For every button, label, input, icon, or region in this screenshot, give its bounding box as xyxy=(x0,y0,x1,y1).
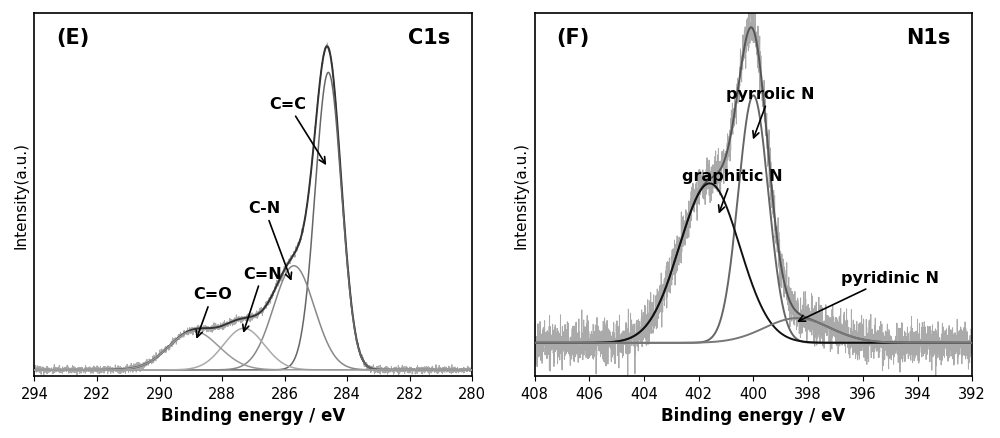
Y-axis label: Intensity(a.u.): Intensity(a.u.) xyxy=(514,141,529,248)
Text: graphitic N: graphitic N xyxy=(682,169,783,212)
Text: pyrrolic N: pyrrolic N xyxy=(726,87,815,138)
Text: C=N: C=N xyxy=(243,266,282,332)
Text: C=C: C=C xyxy=(269,97,325,164)
Text: C1s: C1s xyxy=(408,28,450,48)
Y-axis label: Intensity(a.u.): Intensity(a.u.) xyxy=(14,141,29,248)
Text: C-N: C-N xyxy=(248,201,292,279)
Text: (F): (F) xyxy=(556,28,590,48)
Text: pyridinic N: pyridinic N xyxy=(799,271,939,321)
Text: C=O: C=O xyxy=(193,287,232,338)
Text: (E): (E) xyxy=(56,28,90,48)
X-axis label: Binding energy / eV: Binding energy / eV xyxy=(661,406,845,424)
Text: N1s: N1s xyxy=(906,28,950,48)
X-axis label: Binding energy / eV: Binding energy / eV xyxy=(161,406,345,424)
